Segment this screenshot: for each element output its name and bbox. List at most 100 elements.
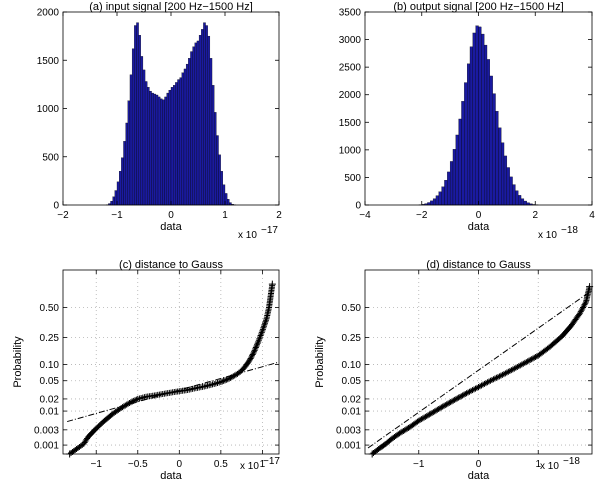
- histogram-bar: [140, 56, 144, 206]
- y-tick-label: 2000: [37, 8, 60, 19]
- histogram-bar: [181, 72, 185, 206]
- histogram-bar: [185, 63, 189, 206]
- y-tick-label: 3000: [339, 35, 362, 46]
- histogram-bar: [518, 195, 522, 206]
- histogram-bar: [131, 48, 135, 206]
- histogram-bar: [112, 196, 115, 206]
- histogram-bar: [501, 142, 505, 206]
- histogram-bar: [155, 94, 159, 206]
- y-tick-label: 1000: [37, 104, 60, 115]
- y-tick-label: 0.001: [34, 441, 59, 452]
- histogram-bar: [162, 99, 165, 206]
- histogram-bar: [201, 29, 204, 206]
- chart-title: (a) input signal [200 Hz−1500 Hz]: [89, 1, 253, 13]
- histogram-bar: [149, 90, 152, 206]
- x-tick-label: 2: [276, 210, 282, 221]
- x-tick-label: −1: [111, 210, 123, 221]
- x-tick-label: 0: [168, 210, 174, 221]
- x-tick-label: −2: [57, 210, 69, 221]
- chart-panel-1: −4 −2 0 2 4 0 500 1000 1500 2000 2500 3000 3500 (b) o…: [339, 1, 595, 241]
- reference-line-series-1: [367, 289, 593, 449]
- y-tick-label: 1500: [339, 118, 362, 129]
- histogram-bar: [492, 93, 496, 206]
- x-exponent-power: −17: [261, 225, 278, 236]
- x-exponent-power: −17: [263, 456, 280, 467]
- y-tick-label: 0.50: [342, 303, 362, 314]
- histogram-bar: [523, 200, 527, 206]
- y-tick-label: 0.25: [40, 333, 60, 344]
- histogram-bar: [214, 112, 217, 206]
- histogram-bar: [194, 42, 198, 206]
- histogram-bar: [444, 180, 448, 206]
- histogram-bar: [207, 35, 211, 206]
- histogram-bar: [125, 122, 128, 206]
- histogram-bar: [127, 100, 131, 206]
- y-tick-label: 0.01: [40, 407, 60, 418]
- x-tick-label: −4: [359, 210, 371, 221]
- chart-panel-3: −1 0 1 0.001 0.003 0.01 0.02 0.05 0.10 0.25 0.50 (d…: [314, 259, 594, 482]
- histogram-bar: [110, 200, 113, 206]
- histogram-bar: [157, 96, 161, 206]
- histogram-bar: [123, 141, 126, 206]
- histogram-bar: [147, 87, 150, 206]
- histogram-bar: [464, 82, 468, 206]
- histogram-bar: [520, 198, 525, 206]
- chart-panel-2: −1 −0.5 0 0.5 1 0.001 0.003 0.01 0.02 0.05 0.10 0.2…: [12, 259, 280, 482]
- histogram-bar: [142, 69, 146, 206]
- histogram-bar: [177, 79, 180, 206]
- histogram-bar: [227, 199, 230, 206]
- histogram-bar: [209, 58, 213, 206]
- histogram-bar: [188, 58, 191, 206]
- histogram-bar: [489, 75, 493, 206]
- histogram-bar: [198, 35, 202, 206]
- x-axis-label: data: [160, 470, 182, 482]
- histogram-bar: [495, 111, 499, 206]
- histogram-bar: [175, 82, 178, 206]
- chart-title: (b) output signal [200 Hz−1500 Hz]: [393, 1, 563, 13]
- histogram-bar: [452, 149, 456, 206]
- y-tick-label: 0.50: [40, 303, 60, 314]
- chart-title: (d) distance to Gauss: [426, 259, 531, 271]
- y-tick-label: 2500: [339, 63, 362, 74]
- histogram-bar: [478, 26, 482, 206]
- histogram-bar: [430, 200, 434, 206]
- x-tick-label: 2: [532, 210, 538, 221]
- histogram-bar: [472, 32, 476, 206]
- x-exponent-base: x 10: [240, 461, 259, 472]
- y-tick-label: 0: [355, 201, 361, 212]
- histogram-bar: [515, 190, 519, 206]
- y-tick-label: 0.10: [342, 360, 362, 371]
- histogram-bar: [173, 85, 176, 206]
- x-tick-label: 1: [222, 210, 228, 221]
- histogram-bar: [136, 22, 139, 206]
- y-tick-label: 2000: [339, 90, 362, 101]
- histogram-bar: [455, 134, 459, 206]
- histogram-bar: [438, 191, 442, 206]
- x-axis-label: data: [468, 470, 490, 482]
- histogram-bar: [121, 157, 124, 206]
- histogram-bar: [138, 35, 141, 206]
- x-exponent-base: x 10: [540, 461, 559, 472]
- x-tick-label: −1: [413, 459, 425, 470]
- histogram-bar: [166, 92, 169, 206]
- histogram-bar: [196, 40, 200, 206]
- histogram-bar: [435, 195, 439, 206]
- histogram-bar: [119, 171, 122, 206]
- y-tick-label: 3500: [339, 8, 362, 19]
- y-axis-label: Probability: [314, 336, 326, 388]
- histogram-bar: [153, 93, 157, 206]
- histogram-bar: [503, 155, 508, 206]
- histogram-bar: [216, 135, 219, 206]
- x-tick-label: 1: [535, 459, 541, 470]
- histogram-bar: [192, 46, 195, 206]
- y-tick-label: 0.10: [40, 360, 60, 371]
- histogram-bar: [164, 96, 167, 206]
- histogram-bar: [481, 33, 485, 206]
- x-tick-label: 0: [476, 210, 482, 221]
- histogram-bar: [190, 51, 193, 206]
- x-axis-label: data: [468, 221, 490, 233]
- histogram-bar: [183, 68, 187, 206]
- histogram-bar: [458, 118, 462, 206]
- axes-box: [62, 269, 280, 455]
